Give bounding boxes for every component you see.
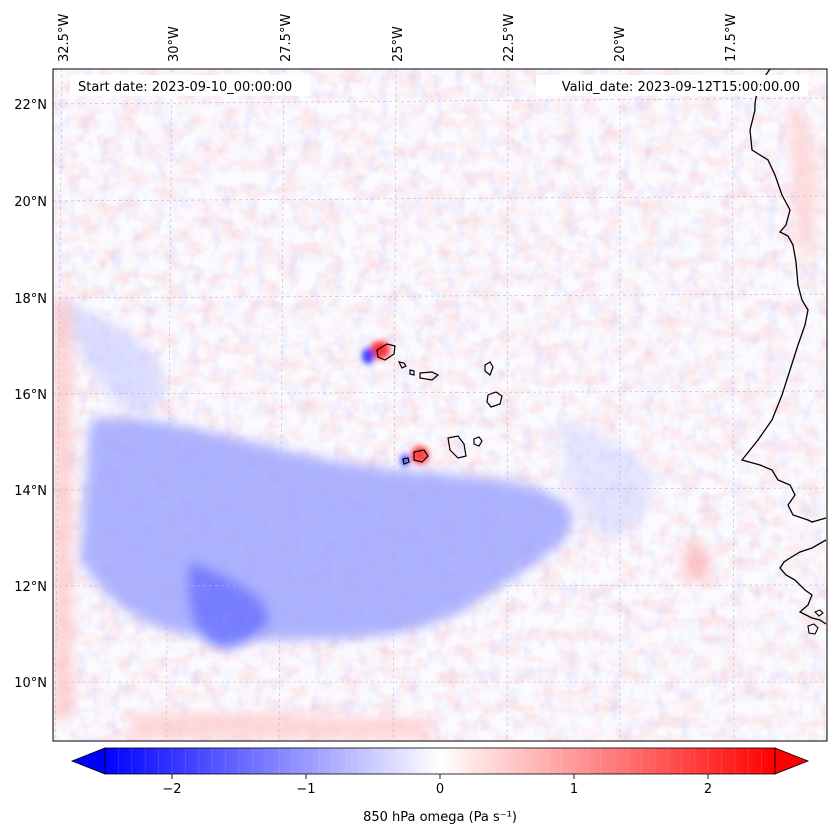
cape-verde-islands [376, 343, 503, 465]
latitude-labels: 22°N 20°N 18°N 16°N 14°N 12°N 10°N [14, 98, 47, 691]
lat-label: 12°N [14, 580, 47, 595]
valid-date-box [536, 75, 808, 96]
colorbar-extend-high [774, 747, 810, 775]
gridlines [53, 69, 827, 741]
lat-label: 22°N [14, 98, 47, 113]
colorbar-extend-low [70, 747, 106, 775]
colorbar-tick-label: 0 [436, 782, 444, 797]
colorbar-tick-label: −1 [296, 782, 315, 797]
lat-label: 10°N [14, 676, 47, 691]
start-date-text: Start date: 2023-09-10_00:00:00 [78, 80, 292, 95]
colorbar-ticks: −2 −1 0 1 2 [162, 774, 712, 797]
map-frame [52, 68, 828, 742]
colorbar-tick-label: 1 [570, 782, 578, 797]
lon-label: 22.5°W [502, 14, 517, 62]
bissau-islands [807, 609, 824, 635]
lon-label: 25°W [391, 26, 406, 62]
lon-label: 32.5°W [57, 14, 72, 62]
colorbar-tick-label: 2 [704, 782, 712, 797]
colorbar-body [104, 747, 776, 775]
colorbar-label: 850 hPa omega (Pa s⁻¹) [363, 810, 517, 825]
colorbar-steps [118, 748, 762, 774]
colorbar: −2 −1 0 1 2 850 hPa omega (Pa s⁻¹) [70, 747, 810, 825]
longitude-labels: 32.5°W 30°W 27.5°W 25°W 22.5°W 20°W 17.5… [57, 14, 739, 62]
africa-coastline [740, 69, 827, 523]
lat-label: 20°N [14, 195, 47, 210]
lat-label: 14°N [14, 484, 47, 499]
guinea-coastline [779, 539, 827, 625]
colorbar-tick-label: −2 [162, 782, 181, 797]
lat-label: 18°N [14, 292, 47, 307]
valid-date-text: Valid_date: 2023-09-12T15:00:00.00 [562, 80, 800, 95]
start-date-box [70, 75, 310, 96]
lon-label: 17.5°W [724, 14, 739, 62]
lon-label: 30°W [167, 26, 182, 62]
lat-label: 16°N [14, 388, 47, 403]
lon-label: 20°W [613, 26, 628, 62]
map-panel [53, 69, 827, 741]
lon-label: 27.5°W [279, 14, 294, 62]
